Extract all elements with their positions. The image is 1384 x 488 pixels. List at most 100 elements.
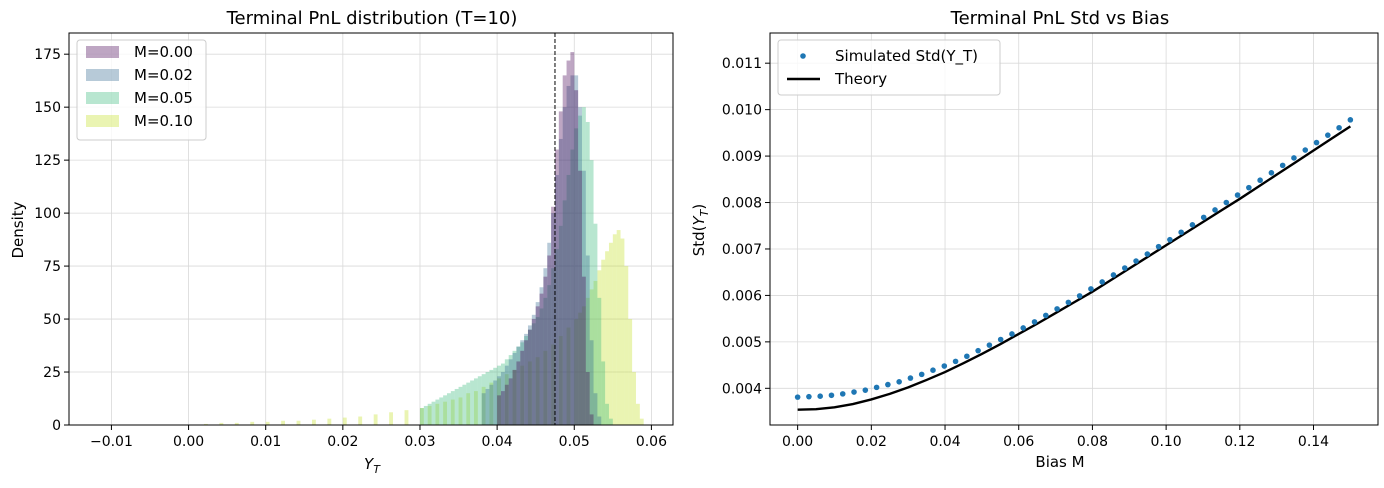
simulated-point: [1167, 236, 1173, 243]
histogram-bar: [597, 270, 602, 425]
histogram-bar: [628, 319, 633, 425]
left-series-M=0.05: [419, 107, 613, 426]
histogram-bar: [516, 346, 521, 425]
simulated-point: [1009, 331, 1015, 337]
simulated-point: [1155, 243, 1162, 250]
simulated-point: [1291, 155, 1297, 161]
histogram-bar: [574, 75, 579, 425]
histogram-bar: [234, 422, 239, 425]
histogram-bar: [435, 403, 440, 425]
histogram-bar: [535, 306, 540, 425]
right-x-tick-label: 0.08: [1077, 434, 1108, 450]
histogram-bar: [593, 280, 598, 425]
left-x-tick-label: 0.02: [327, 434, 358, 450]
histogram-bar: [527, 361, 532, 425]
legend-label: M=0.10: [134, 112, 193, 130]
theory-line: [797, 125, 1352, 411]
histogram-bar: [462, 384, 467, 425]
histogram-bar: [327, 418, 332, 425]
legend-label: Theory: [834, 70, 887, 88]
left-chart-title: Terminal PnL distribution (T=10): [226, 8, 518, 29]
histogram-bar: [558, 138, 563, 425]
histogram-bar: [616, 230, 621, 425]
simulated-point: [986, 342, 993, 348]
histogram-bar: [504, 374, 509, 425]
simulated-point: [1065, 299, 1072, 306]
histogram-bar: [497, 378, 501, 425]
histogram-bar: [443, 395, 447, 425]
left-y-tick-label: 150: [34, 100, 61, 116]
histogram-bar: [431, 401, 436, 425]
simulated-point: [817, 393, 823, 400]
histogram-bar: [389, 412, 393, 425]
histogram-bar: [597, 297, 602, 425]
histogram-bar: [589, 340, 594, 425]
right-x-tick-label: 0.14: [1298, 434, 1329, 450]
histogram-bar: [543, 297, 548, 425]
histogram-bar: [597, 416, 602, 425]
legend-swatch: [86, 92, 119, 104]
right-y-axis-title-prefix: Std(: [690, 225, 708, 256]
histogram-bar: [458, 397, 463, 425]
simulated-point: [975, 347, 981, 354]
simulated-point: [1133, 258, 1139, 264]
histogram-bar: [485, 388, 490, 425]
histogram-bar: [477, 376, 482, 425]
simulated-point: [1121, 265, 1128, 271]
right-x-tick-label: 0.10: [1151, 434, 1182, 450]
histogram-bar: [527, 329, 532, 425]
legend-label: M=0.02: [134, 66, 193, 84]
histogram-bar: [585, 121, 590, 425]
histogram-bar: [593, 223, 598, 425]
right-x-tick-label: 0.02: [856, 434, 887, 450]
simulated-point: [1212, 207, 1218, 213]
histogram-bar: [558, 111, 563, 426]
legend-swatch: [86, 46, 119, 58]
histogram-bar: [558, 336, 563, 425]
simulated-point: [1076, 293, 1083, 299]
simulated-point: [952, 358, 959, 365]
left-y-axis-title: Density: [9, 201, 27, 258]
histogram-bar: [481, 393, 486, 425]
histogram-bar: [516, 346, 521, 425]
histogram-bar: [566, 60, 571, 425]
histogram-bar: [562, 107, 567, 425]
histogram-bar: [516, 361, 521, 425]
histogram-bar: [500, 372, 505, 425]
simulated-point: [941, 363, 948, 369]
histogram-bar: [531, 319, 536, 425]
simulated-point: [1268, 170, 1275, 176]
histogram-bar: [504, 365, 509, 425]
left-grid: [69, 33, 673, 426]
histogram-bar: [473, 391, 478, 425]
histogram-bar: [539, 308, 544, 425]
simulated-point: [1031, 319, 1038, 325]
left-legend: M=0.00 M=0.02 M=0.05 M=0.10: [76, 39, 207, 141]
right-y-axis-title-sub: T: [698, 208, 711, 216]
simulated-point: [1110, 272, 1117, 278]
left-x-tick-label: 0.03: [404, 434, 435, 450]
right-chart-title: Terminal PnL Std vs Bias: [950, 8, 1170, 29]
histogram-bar: [581, 276, 586, 425]
histogram-bar: [504, 359, 509, 425]
simulated-point: [873, 384, 880, 391]
left-y-tick-label: 0: [52, 418, 61, 434]
left-x-tick-label: 0.00: [173, 434, 204, 450]
histogram-bar: [342, 417, 347, 425]
histogram-bar: [608, 242, 613, 425]
histogram-bar: [635, 403, 640, 425]
histogram-bar: [585, 372, 590, 425]
histogram-bar: [543, 350, 548, 425]
histogram-bar: [296, 420, 301, 425]
histogram-bar: [543, 268, 548, 425]
histogram-bar: [589, 160, 594, 425]
histogram-bar: [589, 289, 594, 425]
right-x-tick-label: 0.04: [929, 434, 960, 450]
histogram-bar: [423, 405, 428, 425]
histogram-bar: [489, 384, 494, 425]
legend-swatch: [86, 69, 119, 81]
histogram-bar: [439, 397, 444, 425]
histogram-bar: [508, 355, 513, 425]
right-legend: Simulated Std(Y_T) Theory: [777, 39, 1001, 96]
